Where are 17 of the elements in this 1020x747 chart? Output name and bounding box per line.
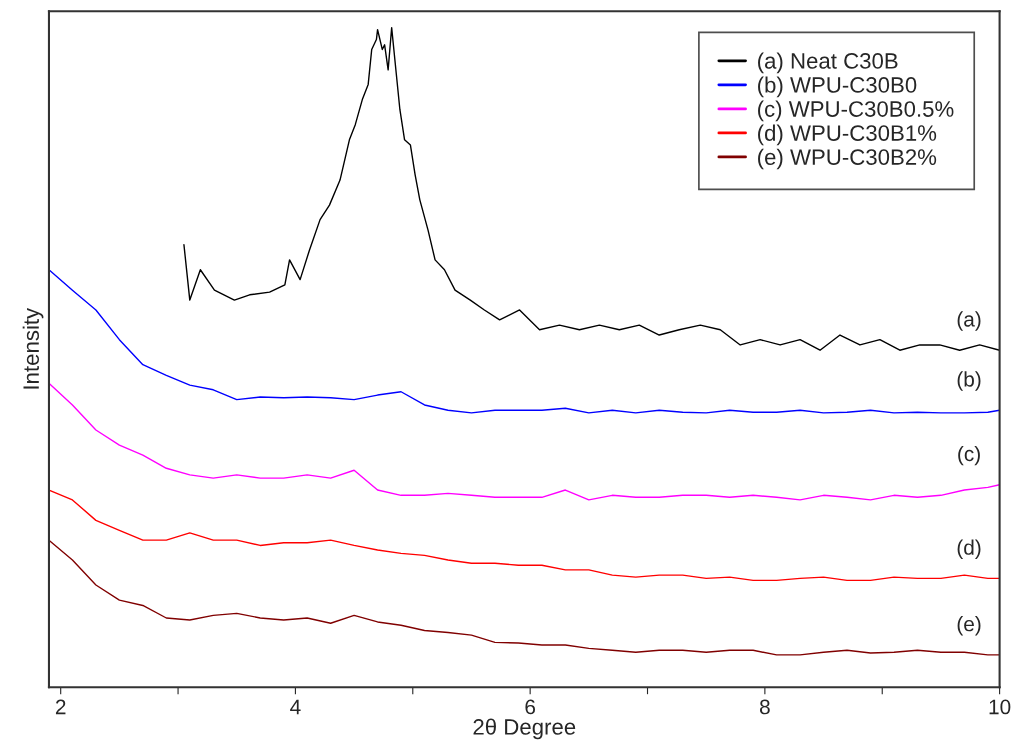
legend-label: (a) Neat C30B (758, 52, 898, 74)
x-tick-label: 6 (525, 699, 536, 715)
annotation: (b) (957, 371, 981, 391)
legend-label: (c) WPU-C30B0.5% (758, 100, 954, 122)
y-axis-title: Intensity (22, 307, 44, 389)
x-tick-label: 10 (989, 699, 1011, 715)
annotation: (d) (957, 539, 981, 559)
x-tick-label: 2 (55, 699, 66, 715)
x-tick-label: 4 (290, 699, 301, 715)
legend-label: (e) WPU-C30B2% (758, 148, 937, 170)
legend-label: (b) WPU-C30B0 (758, 76, 917, 98)
annotation: (a) (957, 311, 981, 331)
x-tick-label: 8 (759, 699, 770, 715)
legend-label: (d) WPU-C30B1% (758, 124, 937, 146)
x-axis-title: 2θ Degree (473, 718, 576, 740)
annotation: (e) (957, 616, 981, 636)
annotation: (c) (958, 445, 980, 466)
